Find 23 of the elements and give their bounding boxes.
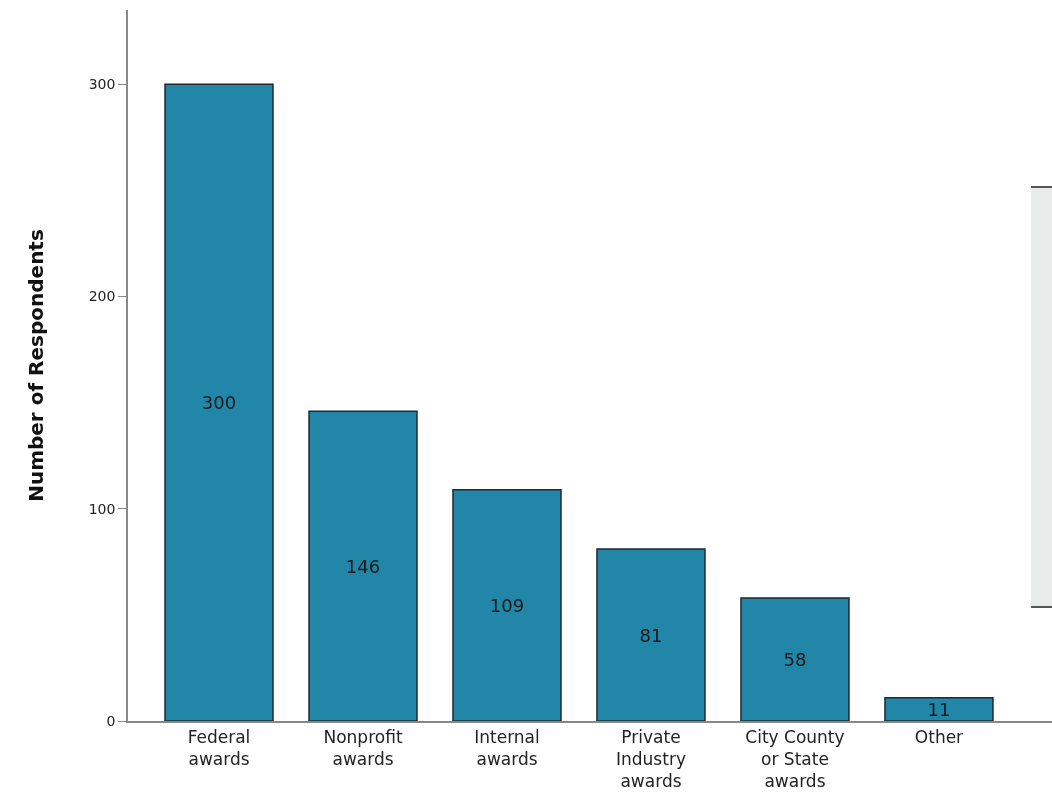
y-axis-title: Number of Respondents	[23, 229, 48, 502]
x-tick-label: Internal awards	[474, 727, 540, 770]
bar	[596, 548, 706, 721]
data-label: 146	[345, 555, 381, 577]
bar	[884, 696, 994, 721]
y-tick-label: 300	[88, 76, 116, 93]
x-tick-label: Other	[914, 727, 964, 748]
data-label: 109	[489, 594, 525, 616]
x-tick-label: Nonprofit awards	[323, 727, 403, 770]
data-label: 58	[783, 648, 807, 670]
y-tick-label: 0	[106, 712, 116, 729]
data-label: 11	[927, 698, 951, 720]
x-tick-label: City County or State awards	[745, 727, 845, 792]
y-tick-label: 100	[88, 500, 116, 517]
data-label: 300	[201, 392, 237, 414]
x-tick-label: Federal awards	[187, 727, 251, 770]
data-label: 81	[639, 624, 663, 646]
bar	[164, 83, 274, 721]
y-tick-label: 200	[88, 288, 116, 305]
bar	[452, 488, 562, 721]
bar	[740, 597, 850, 721]
bar	[308, 410, 418, 721]
x-tick-label: Private Industry awards	[616, 727, 686, 792]
